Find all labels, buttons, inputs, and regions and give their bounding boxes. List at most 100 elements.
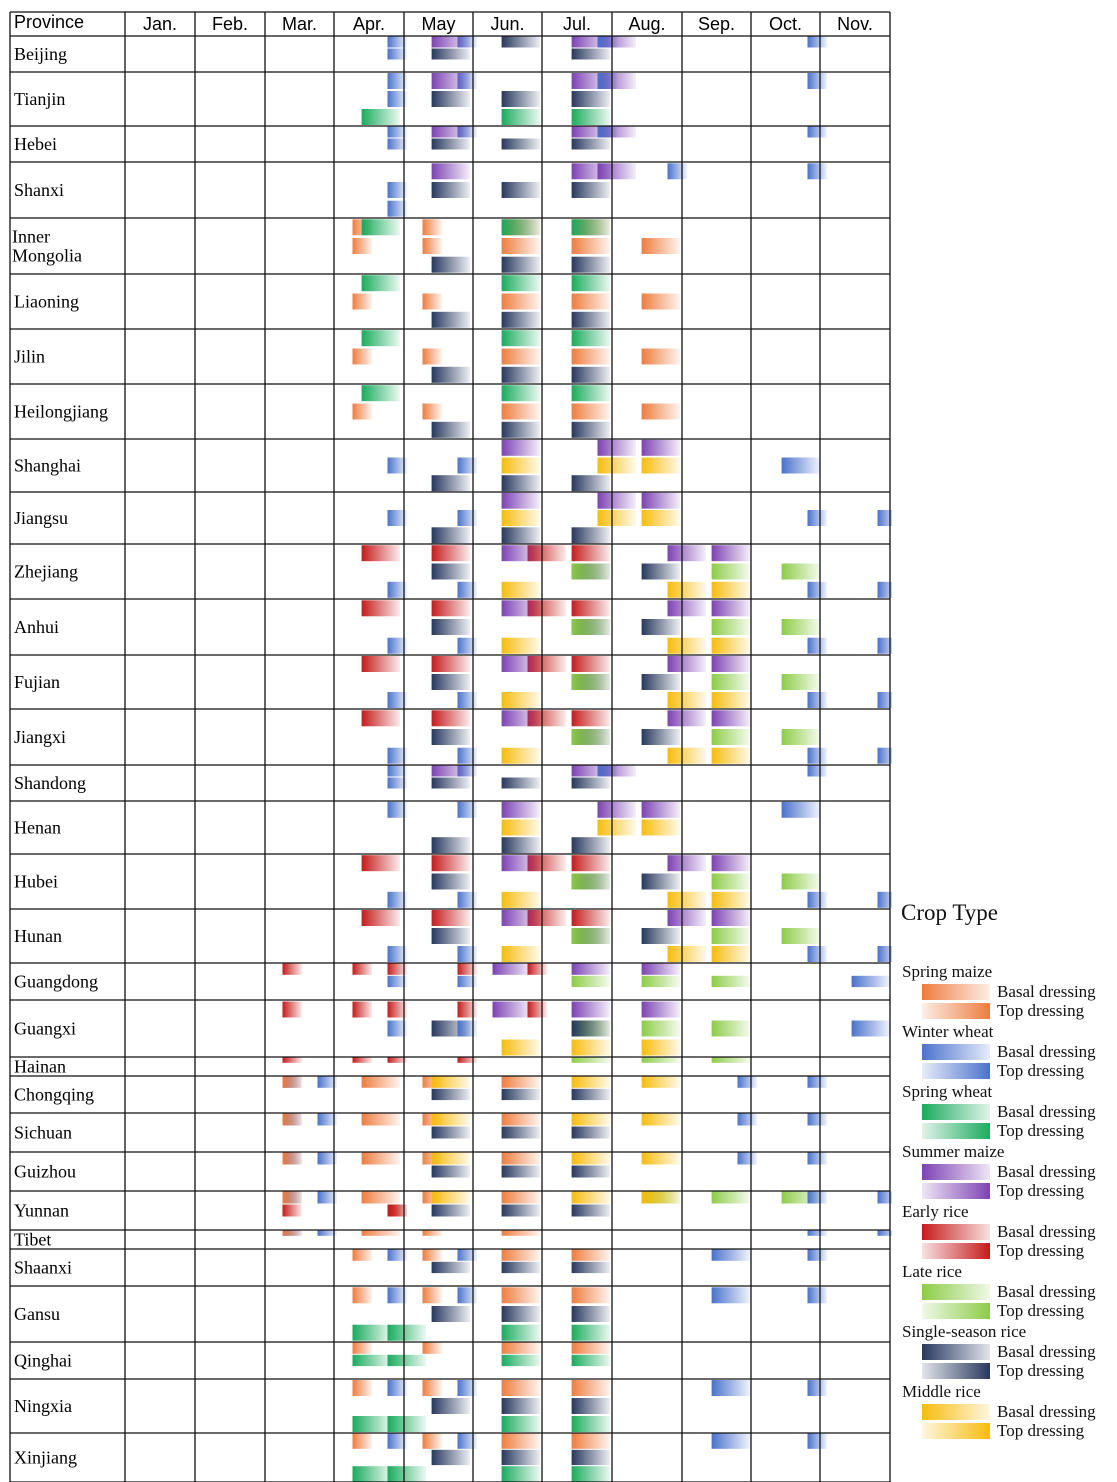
fertilization-bar-sr — [571, 48, 611, 60]
fertilization-bar-sm — [282, 1230, 303, 1236]
legend-swatch-top — [922, 1363, 990, 1379]
fertilization-bar-sm — [501, 1152, 541, 1165]
legend: Crop Type Spring maize Basal dressing Top … — [895, 900, 1115, 1442]
fertilization-bar-sum — [501, 492, 541, 509]
fertilization-bar-ww — [387, 457, 408, 474]
fertilization-bar-er — [431, 600, 471, 617]
fertilization-bar-ww — [317, 1191, 338, 1204]
fertilization-bar-ww — [877, 637, 892, 654]
fertilization-bar-sw — [361, 275, 401, 292]
fertilization-bar-sum — [667, 910, 706, 926]
fertilization-bar-sr — [431, 91, 471, 107]
fertilization-bar-ww — [457, 1249, 478, 1261]
fertilization-bar-ww — [457, 801, 478, 818]
fertilization-bar-ww — [317, 1113, 338, 1126]
fertilization-bar-ww — [387, 1287, 408, 1304]
fertilization-bar-mr — [571, 1039, 611, 1056]
legend-group: Spring maize Basal dressing Top dressing — [895, 962, 1115, 1022]
fertilization-bar-sum — [492, 963, 531, 975]
fertilization-bar-sr — [501, 1449, 541, 1466]
fertilization-bar-sm — [352, 348, 373, 365]
fertilization-bar-sr — [641, 563, 681, 580]
fertilization-bar-sm — [501, 1191, 541, 1204]
fertilization-bar-sm — [422, 238, 443, 254]
fertilization-bar-er — [571, 656, 611, 672]
fertilization-bar-sr — [431, 1261, 471, 1274]
fertilization-bar-ww — [387, 36, 408, 48]
fertilization-bar-sr — [501, 1306, 541, 1322]
fertilization-bar-ww — [877, 747, 892, 764]
fertilization-bar-sr — [571, 256, 611, 273]
legend-dressing-label: Basal dressing — [997, 1222, 1096, 1241]
fertilization-bar-er — [571, 710, 611, 727]
fertilization-bar-sr — [431, 311, 471, 328]
fertilization-bar-sr — [431, 1306, 471, 1322]
province-label: Mongolia — [12, 246, 82, 266]
fertilization-bar-sum — [501, 710, 541, 727]
fertilization-bar-sum — [711, 910, 751, 926]
fertilization-bar-sm — [571, 293, 611, 310]
province-label: Shanghai — [14, 456, 81, 476]
fertilization-bar-mr — [431, 1152, 471, 1165]
fertilization-bar-sm — [361, 1152, 401, 1165]
fertilization-bar-sm — [571, 348, 611, 365]
labels-layer: Province Jan. Feb. Mar. Apr. May Jun. Jul. Aug.… — [12, 12, 873, 1468]
fertilization-bar-sm — [422, 219, 443, 236]
fertilization-bar-mr — [501, 637, 541, 654]
fertilization-bar-sm — [352, 1249, 373, 1261]
fertilization-bar-ww — [737, 1076, 758, 1088]
fertilization-bar-ww — [807, 946, 828, 962]
legend-dressing-label: Basal dressing — [997, 1102, 1096, 1121]
fertilization-bar-sm — [422, 1287, 443, 1304]
legend-swatch-basal — [922, 1164, 990, 1180]
fertilization-bar-sw — [361, 219, 401, 236]
province-label: Jiangxi — [14, 727, 66, 747]
legend-swatch-top — [922, 1183, 990, 1199]
fertilization-bar-sr — [501, 182, 541, 198]
fertilization-bar-mr — [501, 946, 541, 962]
fertilization-bar-sr — [431, 256, 471, 273]
fertilization-bar-lr — [711, 1020, 751, 1037]
fertilization-bar-sw — [501, 330, 541, 347]
fertilization-bar-er — [361, 545, 401, 562]
fertilization-bar-sr — [571, 1261, 611, 1274]
fertilization-bar-lr — [781, 674, 821, 690]
fertilization-bar-sm — [352, 403, 373, 420]
province-header: Province — [14, 12, 84, 32]
fertilization-bar-sw — [387, 1466, 426, 1482]
fertilization-bar-er — [361, 656, 401, 672]
legend-dressing-label: Basal dressing — [997, 1402, 1096, 1421]
legend-crop-name: Late rice — [902, 1262, 962, 1281]
fertilization-bar-sr — [431, 366, 471, 383]
fertilization-bar-sum — [667, 545, 706, 562]
fertilization-bar-sr — [431, 182, 471, 198]
fertilization-bar-ww — [737, 1152, 758, 1165]
legend-group: Early rice Basal dressing Top dressing — [895, 1202, 1115, 1262]
fertilization-bar-er — [361, 710, 401, 727]
fertilization-bar-sr — [571, 475, 611, 492]
fertilization-bar-sw — [352, 1466, 391, 1482]
fertilization-bar-sr — [501, 36, 541, 48]
fertilization-bar-sw — [571, 1416, 611, 1432]
fertilization-bar-sm — [422, 348, 443, 365]
fertilization-bar-sr — [571, 837, 611, 854]
fertilization-bar-sm — [571, 1433, 611, 1449]
fertilization-bar-sw — [387, 1324, 426, 1341]
fertilization-bar-ww — [807, 637, 828, 654]
fertilization-bar-ww — [597, 36, 618, 48]
fertilization-bar-sm — [352, 1433, 373, 1449]
province-label: Guizhou — [14, 1162, 76, 1182]
fertilization-bar-sm — [641, 238, 681, 254]
legend-swatch-top — [922, 1003, 990, 1019]
fertilization-bar-sm — [422, 1433, 443, 1449]
fertilization-bar-sr — [431, 1126, 471, 1139]
province-label: Tibet — [14, 1230, 51, 1250]
fertilization-bar-mr — [667, 946, 706, 962]
fertilization-bar-ww — [807, 1287, 828, 1304]
fertilization-bar-ww — [387, 1380, 408, 1396]
province-label: Guangdong — [14, 972, 98, 992]
fertilization-bar-er — [282, 1204, 303, 1217]
fertilization-bar-lr — [781, 873, 821, 890]
fertilization-bar-er — [387, 963, 408, 975]
fertilization-bar-lr — [571, 975, 611, 988]
